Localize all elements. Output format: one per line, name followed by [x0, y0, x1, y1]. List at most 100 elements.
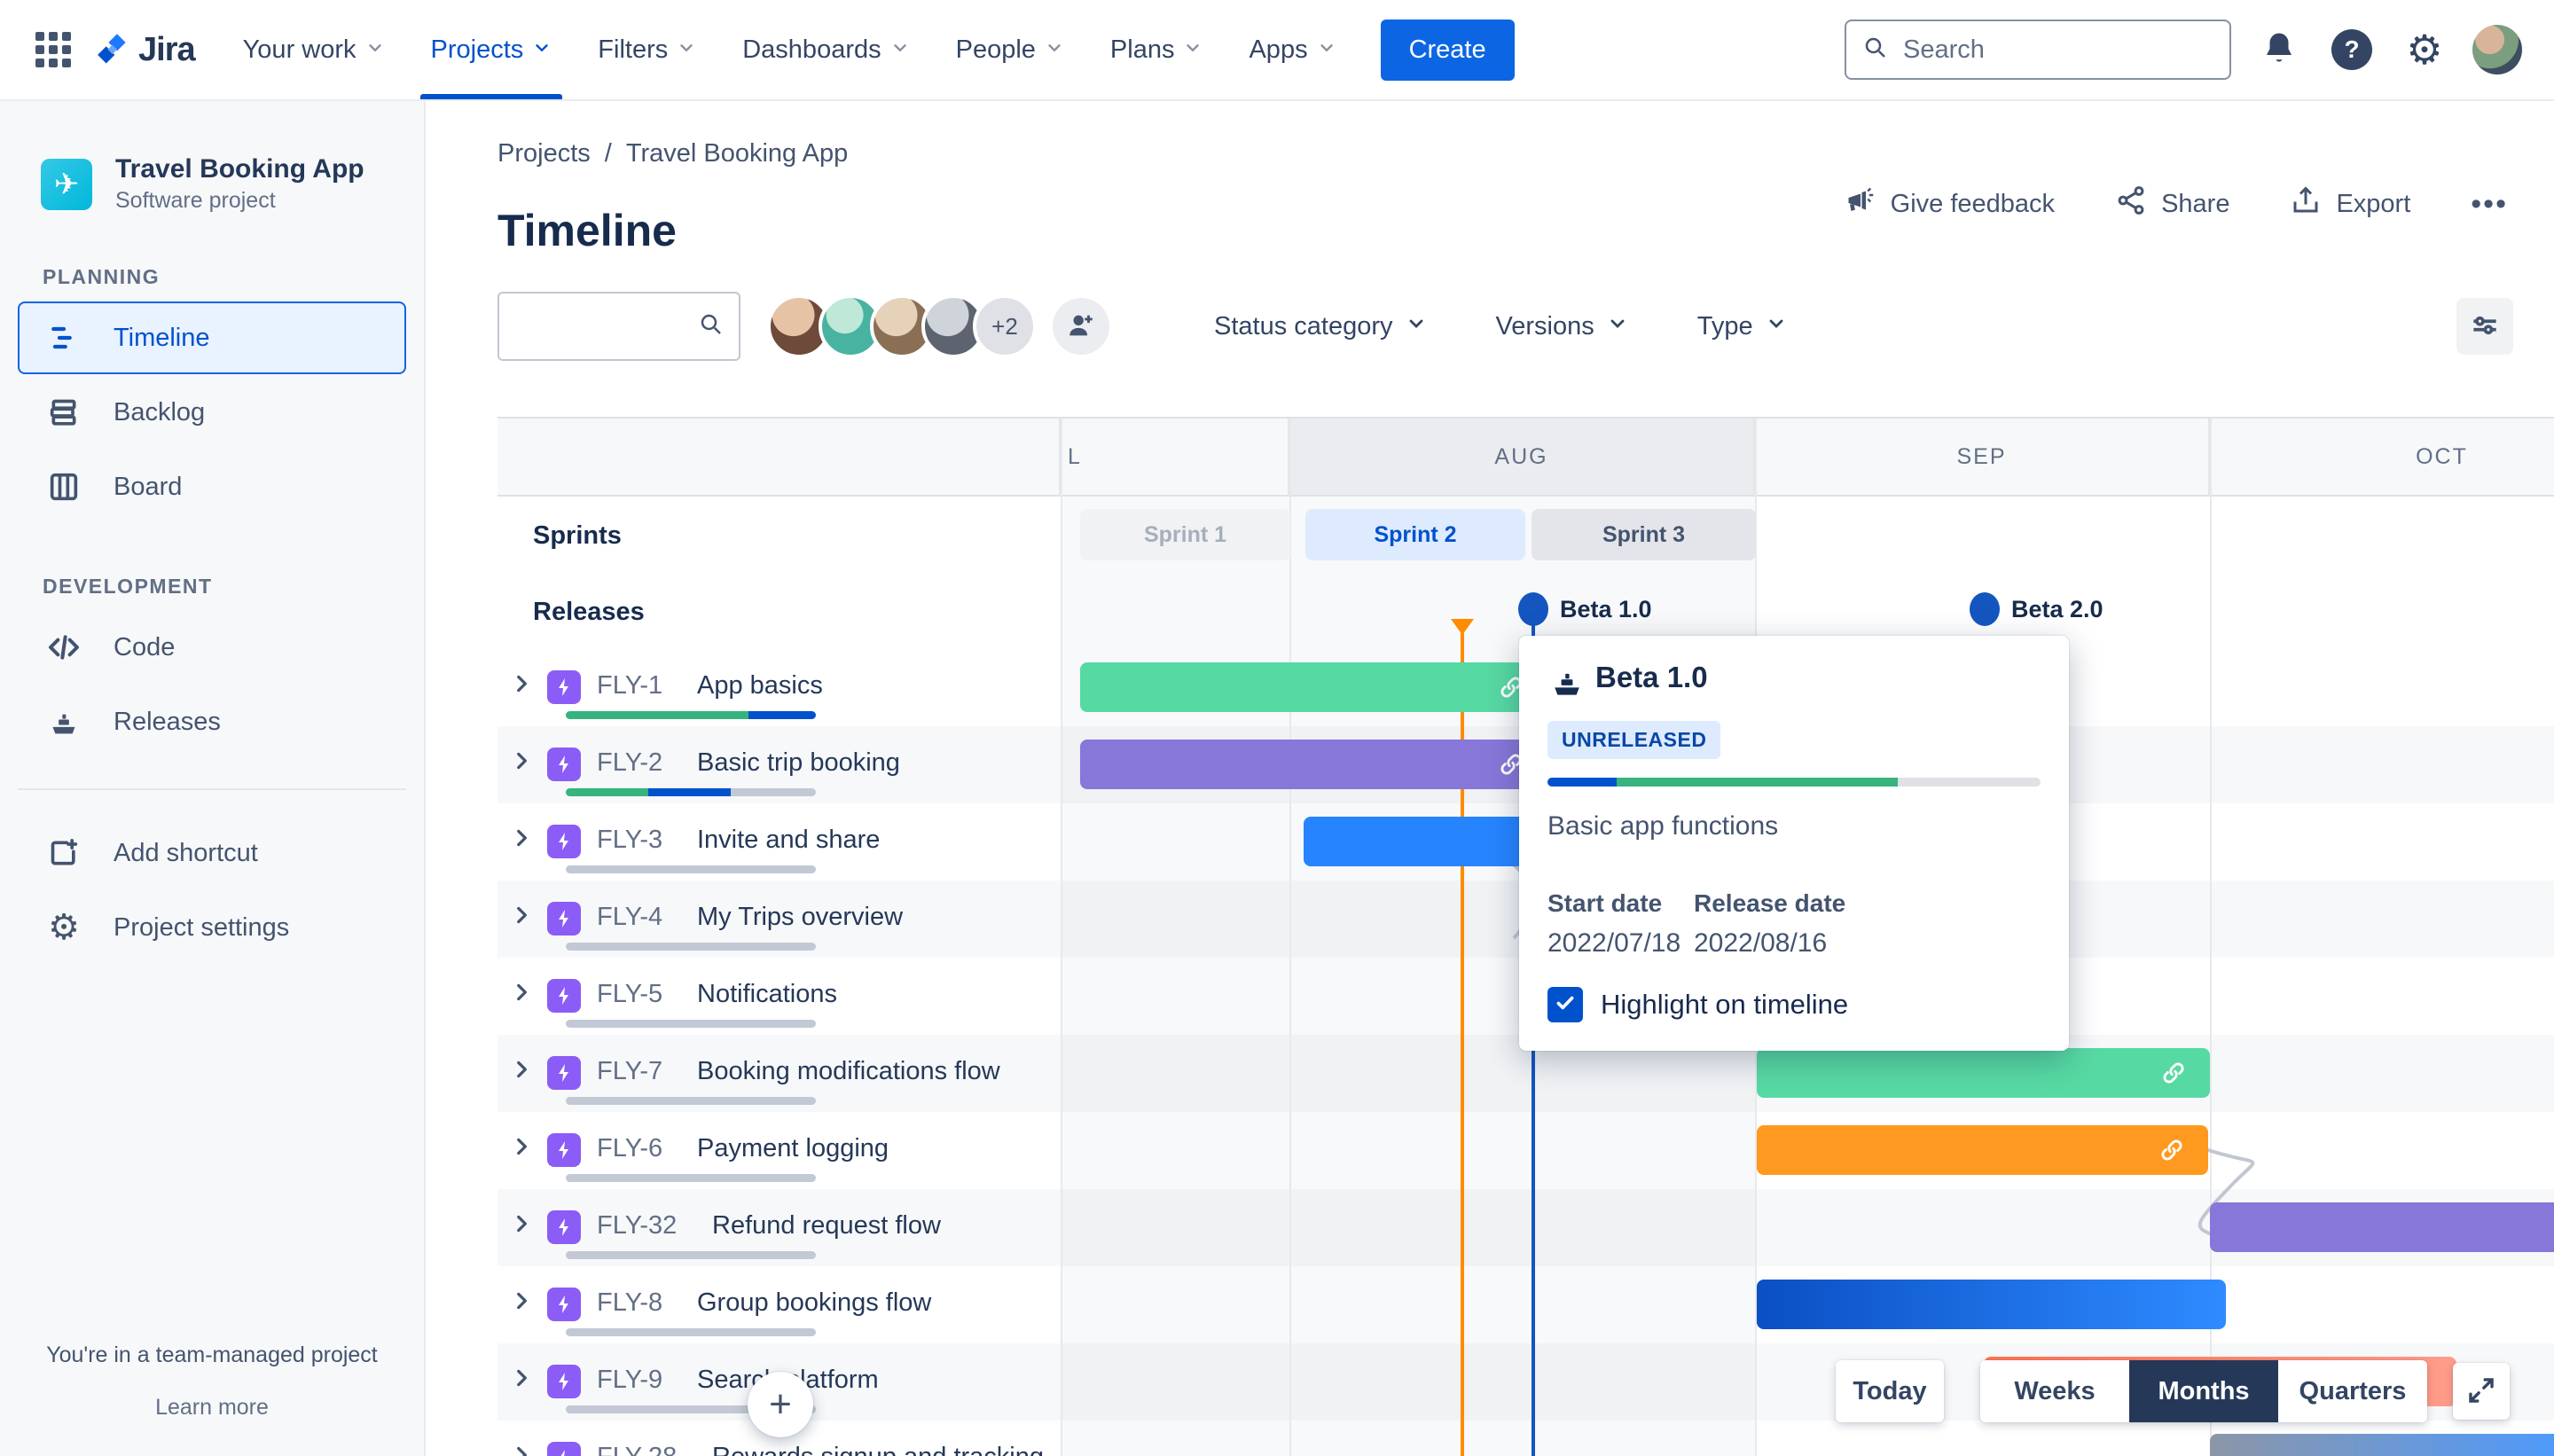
expand-chevron-icon[interactable] — [510, 672, 533, 700]
project-header[interactable]: ✈ Travel Booking App Software project — [41, 154, 424, 214]
sidebar-item-backlog[interactable]: Backlog — [18, 376, 406, 449]
breadcrumb-project-name[interactable]: Travel Booking App — [625, 139, 849, 168]
gantt-bar-fly-32[interactable] — [2210, 1202, 2554, 1252]
timeline-search-input[interactable] — [513, 311, 698, 341]
epic-name[interactable]: App basics — [697, 671, 823, 700]
give-feedback-button[interactable]: Give feedback — [1839, 184, 2060, 224]
more-actions-button[interactable]: ••• — [2465, 186, 2513, 223]
breadcrumb-projects[interactable]: Projects — [497, 139, 591, 168]
filter-dropdown-type[interactable]: Type — [1692, 311, 1792, 342]
sprint-pill-sprint-3[interactable]: Sprint 3 — [1532, 509, 1756, 560]
filter-dropdown-status-category[interactable]: Status category — [1209, 311, 1432, 342]
epic-name[interactable]: My Trips overview — [697, 903, 904, 931]
sidebar-item-releases[interactable]: Releases — [18, 685, 406, 758]
epic-key[interactable]: FLY-6 — [597, 1134, 663, 1162]
gantt-bar-fly-3[interactable] — [1304, 817, 1525, 866]
gantt-bar-fly-28[interactable] — [2210, 1434, 2554, 1456]
epic-key[interactable]: FLY-28 — [597, 1443, 677, 1456]
epic-key[interactable]: FLY-8 — [597, 1288, 663, 1317]
expand-chevron-icon[interactable] — [510, 749, 533, 777]
global-search[interactable] — [1845, 20, 2231, 80]
settings-button[interactable]: ⚙ — [2400, 25, 2449, 74]
epic-progress-bar — [566, 865, 816, 873]
gantt-bar-fly-1[interactable] — [1080, 662, 1547, 712]
epic-key[interactable]: FLY-9 — [597, 1366, 663, 1394]
zoom-option-months[interactable]: Months — [2129, 1360, 2278, 1422]
timeline-search[interactable] — [497, 292, 740, 361]
release-marker-beta-2.0[interactable] — [1970, 592, 2000, 626]
gantt-bar-fly-6[interactable] — [1757, 1125, 2208, 1175]
epic-key[interactable]: FLY-4 — [597, 903, 663, 931]
gantt-bar-fly-7[interactable] — [1757, 1048, 2210, 1098]
nav-item-your-work[interactable]: Your work — [220, 0, 408, 99]
nav-item-people[interactable]: People — [933, 0, 1087, 99]
link-icon[interactable] — [2160, 1060, 2187, 1086]
help-button[interactable]: ? — [2327, 25, 2377, 74]
nav-item-dashboards[interactable]: Dashboards — [719, 0, 932, 99]
app-switcher-button[interactable] — [21, 18, 85, 82]
grid-line — [2210, 419, 2212, 1456]
epic-name[interactable]: Booking modifications flow — [697, 1057, 1000, 1085]
fullscreen-button[interactable] — [2453, 1363, 2510, 1420]
jira-logo[interactable]: Jira — [92, 28, 196, 72]
expand-chevron-icon[interactable] — [510, 1366, 533, 1394]
filter-dropdown-versions[interactable]: Versions — [1491, 311, 1633, 342]
sprint-pill-sprint-1[interactable]: Sprint 1 — [1080, 509, 1290, 560]
global-search-input[interactable] — [1901, 34, 2213, 66]
epic-name[interactable]: Notifications — [697, 980, 837, 1008]
jira-logo-icon — [92, 28, 129, 72]
nav-item-apps[interactable]: Apps — [1226, 0, 1359, 99]
epic-name[interactable]: Payment logging — [697, 1134, 889, 1162]
jira-logo-text: Jira — [138, 30, 196, 68]
ship-icon — [1547, 662, 1586, 706]
avatar-overflow-badge[interactable]: +2 — [973, 294, 1037, 358]
epic-key[interactable]: FLY-5 — [597, 980, 663, 1008]
sprint-pill-sprint-2[interactable]: Sprint 2 — [1305, 509, 1525, 560]
release-label: Beta 2.0 — [2011, 596, 2104, 622]
expand-chevron-icon[interactable] — [510, 904, 533, 931]
nav-item-plans[interactable]: Plans — [1087, 0, 1226, 99]
epic-key[interactable]: FLY-32 — [597, 1211, 678, 1240]
export-button[interactable]: Export — [2284, 184, 2416, 224]
notifications-button[interactable] — [2254, 25, 2304, 74]
sidebar-item-timeline[interactable]: Timeline — [18, 301, 406, 374]
epic-name[interactable]: Group bookings flow — [697, 1288, 932, 1317]
epic-name[interactable]: Basic trip booking — [697, 748, 900, 777]
epic-key[interactable]: FLY-1 — [597, 671, 663, 700]
release-marker-beta-1.0[interactable] — [1518, 592, 1548, 626]
learn-more-link[interactable]: Learn more — [155, 1395, 269, 1420]
expand-chevron-icon[interactable] — [510, 826, 533, 854]
nav-item-filters[interactable]: Filters — [575, 0, 719, 99]
expand-chevron-icon[interactable] — [510, 1289, 533, 1317]
gantt-bar-fly-2[interactable] — [1080, 740, 1547, 789]
add-epic-button[interactable]: + — [748, 1372, 813, 1437]
zoom-option-quarters[interactable]: Quarters — [2278, 1360, 2427, 1422]
share-button[interactable]: Share — [2110, 184, 2235, 224]
create-button[interactable]: Create — [1380, 19, 1515, 81]
epic-name[interactable]: Rewards signup and tracking — [712, 1443, 1044, 1456]
zoom-option-weeks[interactable]: Weeks — [1980, 1360, 2129, 1422]
epic-key[interactable]: FLY-7 — [597, 1057, 663, 1085]
expand-chevron-icon[interactable] — [510, 981, 533, 1008]
epic-name[interactable]: Refund request flow — [712, 1211, 941, 1240]
expand-chevron-icon[interactable] — [510, 1058, 533, 1085]
add-people-button[interactable] — [1053, 298, 1109, 355]
view-settings-button[interactable] — [2456, 298, 2513, 355]
expand-chevron-icon[interactable] — [510, 1135, 533, 1162]
epic-key[interactable]: FLY-2 — [597, 748, 663, 777]
link-icon[interactable] — [2158, 1137, 2185, 1163]
sidebar-item-project-settings[interactable]: ⚙ Project settings — [18, 891, 406, 964]
expand-chevron-icon[interactable] — [510, 1444, 533, 1456]
sidebar-item-board[interactable]: Board — [18, 450, 406, 523]
sidebar-item-code[interactable]: Code — [18, 611, 406, 684]
epic-key[interactable]: FLY-3 — [597, 826, 663, 854]
nav-item-projects[interactable]: Projects — [408, 0, 576, 99]
epic-name[interactable]: Invite and share — [697, 826, 881, 854]
highlight-checkbox[interactable] — [1547, 987, 1583, 1022]
month-header-L: L — [1061, 419, 1289, 497]
sidebar-item-add-shortcut[interactable]: Add shortcut — [18, 817, 406, 889]
profile-button[interactable] — [2472, 25, 2522, 74]
expand-chevron-icon[interactable] — [510, 1212, 533, 1240]
gantt-bar-fly-8[interactable] — [1757, 1280, 2226, 1329]
today-button[interactable]: Today — [1836, 1360, 1944, 1422]
